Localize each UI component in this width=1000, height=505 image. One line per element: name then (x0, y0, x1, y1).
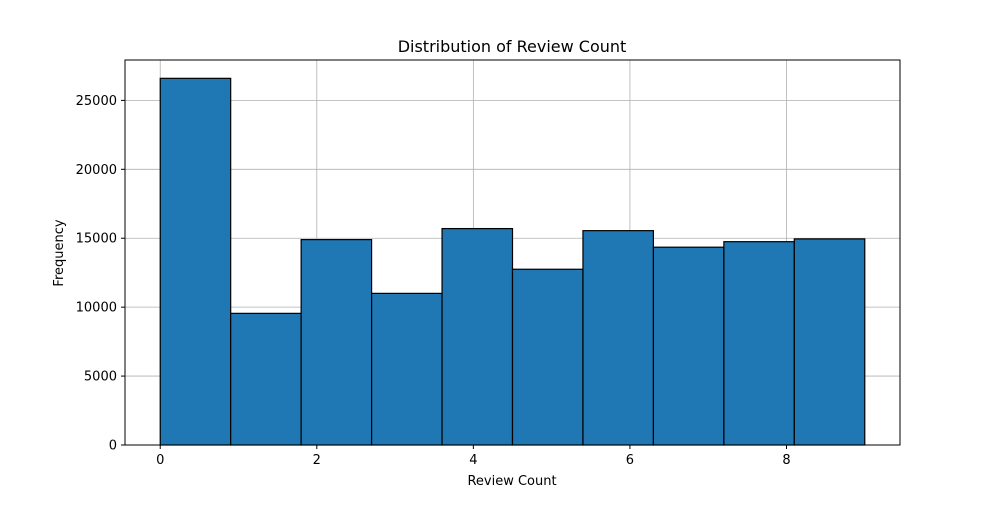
x-axis-label: Review Count (467, 474, 556, 489)
y-axis-label: Frequency (52, 219, 67, 286)
x-tick-label: 6 (626, 453, 634, 468)
y-tick-label: 0 (109, 439, 117, 454)
histogram-bar (511, 268, 584, 446)
histogram-bar (793, 238, 866, 446)
y-tick-label: 10000 (76, 301, 117, 316)
histogram-bar (582, 230, 655, 446)
x-tick-label: 0 (156, 453, 164, 468)
y-tick-label: 20000 (76, 163, 117, 178)
axis-ticks: 0 2 4 6 8 0 5000 10000 15000 20000 25000 (76, 94, 791, 468)
x-tick-label: 4 (469, 453, 477, 468)
histogram-bar (230, 312, 302, 446)
x-tick-label: 8 (782, 453, 790, 468)
y-tick-label: 5000 (84, 370, 117, 385)
y-tick-label: 25000 (76, 94, 117, 109)
histogram-bar (159, 77, 232, 446)
plot-frame (124, 59, 901, 446)
chart-title: Distribution of Review Count (398, 37, 627, 56)
y-tick-label: 15000 (76, 232, 117, 247)
histogram-bars (159, 77, 866, 446)
histogram-bar (652, 246, 725, 446)
histogram-bar (441, 227, 514, 446)
histogram-bar (300, 239, 373, 446)
histogram-bar (723, 241, 795, 446)
x-tick-label: 2 (313, 453, 321, 468)
histogram-bar (370, 292, 443, 446)
